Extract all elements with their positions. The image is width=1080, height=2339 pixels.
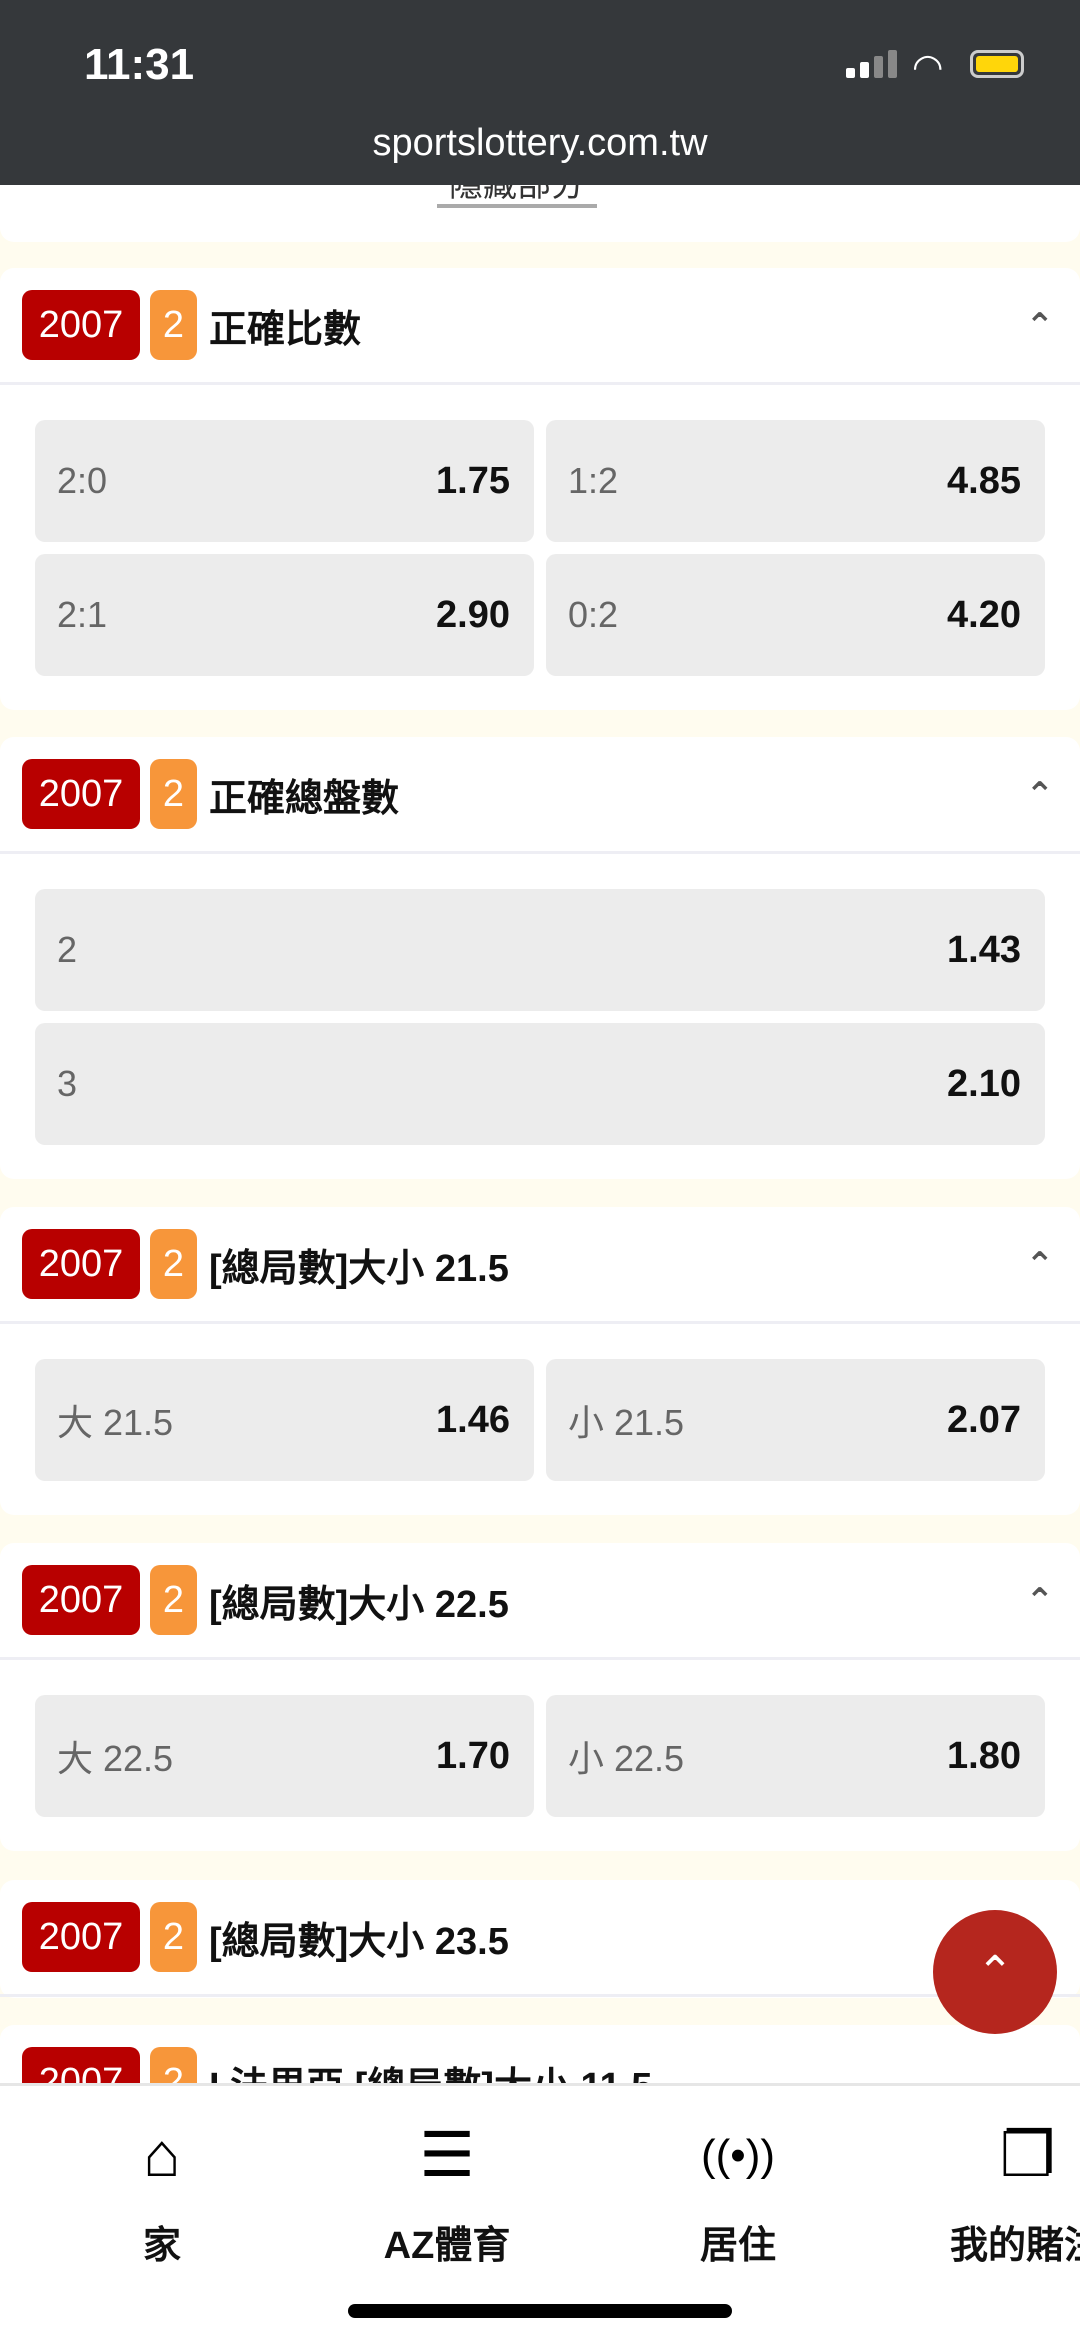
option-label: 大 21.5 [57, 1402, 174, 1443]
live-icon: ((•)) [700, 2131, 775, 2180]
odds-grid: 2:0 1.75 1:2 4.85 2:1 2.90 0:2 4.20 [0, 385, 1080, 676]
nav-home[interactable]: ⌂ 家 [42, 2116, 282, 2269]
market-card: 2007 2 [總局數]大小 21.5 ⌃ 大 21.5 1.46 小 21.5 2.0… [0, 1207, 1080, 1515]
odds-value: 1.70 [436, 1734, 510, 1777]
home-icon: ⌂ [143, 2121, 181, 2190]
menu-icon: ☰ [419, 2121, 475, 2190]
odds-button[interactable]: 大 22.5 1.70 [35, 1695, 534, 1817]
home-indicator [348, 2304, 732, 2318]
odds-button[interactable]: 小 21.5 2.07 [546, 1359, 1045, 1481]
market-header[interactable]: 2007 2 [總局數]大小 23.5 ⌄ [0, 1880, 1080, 1997]
event-code-badge: 2007 [22, 759, 140, 829]
market-card: 2007 2 正確總盤數 ⌃ 2 1.43 3 2.10 [0, 737, 1080, 1179]
market-header[interactable]: 2007 2 [總局數]大小 21.5 ⌃ [0, 1207, 1080, 1324]
event-code-badge: 2007 [22, 290, 140, 360]
market-card: 2007 2 [總局數]大小 22.5 ⌃ 大 22.5 1.70 小 22.5 1.8… [0, 1543, 1080, 1851]
odds-button[interactable]: 3 2.10 [35, 1023, 1045, 1145]
bets-icon: ❐ [1000, 2121, 1056, 2190]
set-badge: 2 [150, 1565, 197, 1635]
clock: 11:31 [84, 40, 195, 89]
odds-value: 1.75 [436, 459, 510, 502]
odds-button[interactable]: 2:0 1.75 [35, 420, 534, 542]
option-label: 2 [57, 929, 78, 970]
odds-value: 1.46 [436, 1398, 510, 1441]
bottom-nav: ⌂ 家 ☰ AZ體育 ((•)) 居住 ❐ 我的賭注 [0, 2083, 1080, 2339]
market-title: 正確比數 [209, 308, 362, 351]
market-header[interactable]: 2007 2 正確總盤數 ⌃ [0, 737, 1080, 854]
market-title: [總局數]大小 23.5 [209, 1920, 509, 1963]
chevron-up-icon[interactable]: ⌃ [1025, 1246, 1055, 1284]
odds-grid: 大 22.5 1.70 小 22.5 1.80 [0, 1660, 1080, 1817]
odds-value: 4.20 [947, 593, 1021, 636]
set-badge: 2 [150, 1229, 197, 1299]
signal-icon [846, 50, 897, 78]
event-code-badge: 2007 [22, 1902, 140, 1972]
chevron-up-icon[interactable]: ⌃ [1025, 307, 1055, 345]
set-badge: 2 [150, 759, 197, 829]
nav-label: 居住 [699, 2225, 776, 2267]
option-label: 1:2 [568, 460, 619, 501]
odds-value: 2.10 [947, 1062, 1021, 1105]
chevron-up-icon[interactable]: ⌃ [1025, 776, 1055, 814]
nav-label: 我的賭注 [950, 2225, 1080, 2267]
odds-value: 2.07 [947, 1398, 1021, 1441]
odds-grid: 2 1.43 3 2.10 [0, 854, 1080, 1145]
nav-az-sports[interactable]: ☰ AZ體育 [327, 2116, 567, 2269]
market-title: [總局數]大小 22.5 [209, 1583, 509, 1626]
option-label: 3 [57, 1063, 78, 1104]
url-bar[interactable]: sportslottery.com.tw [372, 122, 708, 164]
odds-value: 2.90 [436, 593, 510, 636]
odds-value: 4.85 [947, 459, 1021, 502]
market-card: 2007 2 正確比數 ⌃ 2:0 1.75 1:2 4.85 2:1 2.90 0:2 4.2… [0, 268, 1080, 710]
nav-label: 家 [142, 2225, 181, 2267]
chevron-up-icon[interactable]: ⌃ [1025, 1582, 1055, 1620]
odds-value: 1.43 [947, 928, 1021, 971]
market-card: 2007 2 [總局數]大小 23.5 ⌄ [0, 1880, 1080, 1998]
set-badge: 2 [150, 1902, 197, 1972]
option-label: 2:0 [57, 460, 108, 501]
odds-grid: 大 21.5 1.46 小 21.5 2.07 [0, 1324, 1080, 1481]
market-title: 正確總盤數 [209, 777, 400, 820]
odds-button[interactable]: 2:1 2.90 [35, 554, 534, 676]
odds-value: 1.80 [947, 1734, 1021, 1777]
set-badge: 2 [150, 290, 197, 360]
odds-button[interactable]: 2 1.43 [35, 889, 1045, 1011]
wifi-icon: ◠ [912, 46, 944, 87]
market-header[interactable]: 2007 2 [總局數]大小 22.5 ⌃ [0, 1543, 1080, 1660]
event-code-badge: 2007 [22, 1565, 140, 1635]
nav-live[interactable]: ((•)) 居住 [618, 2116, 858, 2269]
browser-status-bar: 11:31 ◠ sportslottery.com.tw [0, 0, 1080, 185]
battery-icon [970, 50, 1024, 78]
odds-button[interactable]: 大 21.5 1.46 [35, 1359, 534, 1481]
nav-my-bets[interactable]: ❐ 我的賭注 [950, 2116, 1080, 2269]
odds-button[interactable]: 小 22.5 1.80 [546, 1695, 1045, 1817]
market-header[interactable]: 2007 2 正確比數 ⌃ [0, 268, 1080, 385]
option-label: 大 22.5 [57, 1738, 174, 1779]
event-code-badge: 2007 [22, 1229, 140, 1299]
odds-button[interactable]: 0:2 4.20 [546, 554, 1045, 676]
nav-label: AZ體育 [383, 2225, 511, 2267]
odds-button[interactable]: 1:2 4.85 [546, 420, 1045, 542]
scroll-top-button[interactable]: ⌃ [933, 1910, 1057, 2034]
double-chevron-up-icon: ⌃ [976, 1947, 1014, 1997]
option-label: 2:1 [57, 594, 108, 635]
market-title: [總局數]大小 21.5 [209, 1247, 509, 1290]
option-label: 小 21.5 [568, 1402, 685, 1443]
option-label: 0:2 [568, 594, 619, 635]
option-label: 小 22.5 [568, 1738, 685, 1779]
